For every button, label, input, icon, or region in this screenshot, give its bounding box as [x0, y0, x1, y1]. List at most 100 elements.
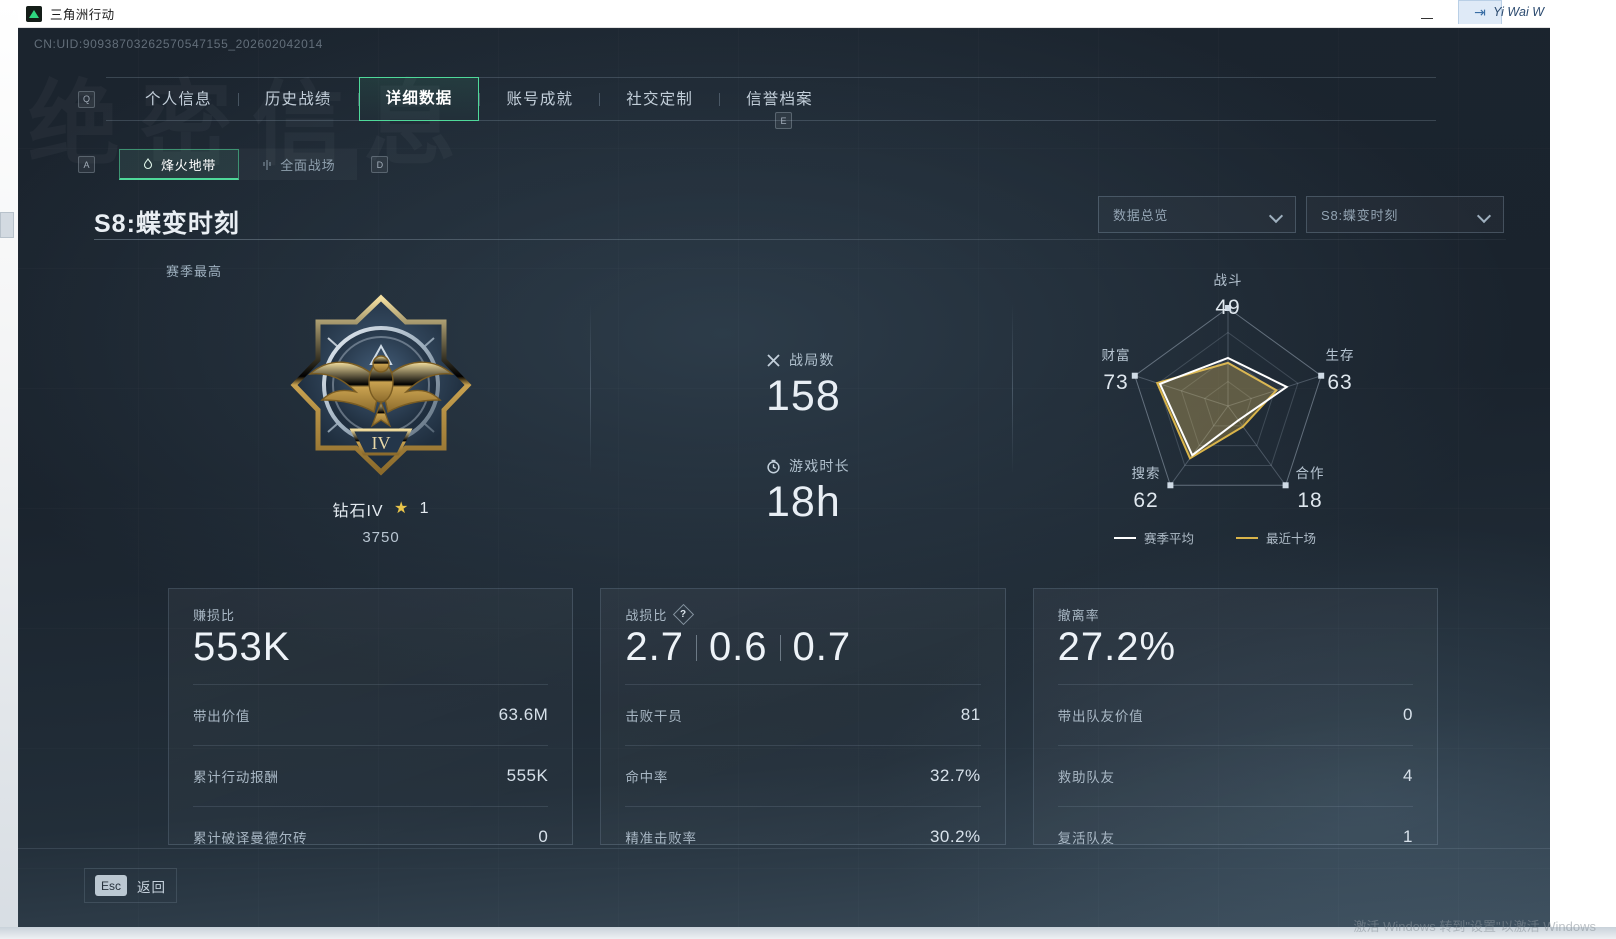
stat-row-value: 81 — [960, 705, 981, 724]
stat-card-value-part-1-0: 2.7 — [625, 625, 684, 669]
stat-card-label-0: 赚损比 — [193, 608, 236, 623]
stat-row: 累计行动报酬 555K — [193, 745, 549, 806]
desktop-left-stub — [0, 212, 14, 238]
stat-row: 带出队友价值 0 — [1057, 684, 1413, 745]
back-button[interactable]: Esc 返回 — [84, 868, 178, 903]
season-select[interactable]: S8:蝶变时刻 — [1306, 196, 1504, 233]
desktop-bottom-edge — [0, 927, 1616, 939]
stat-row: 击败干员 81 — [625, 684, 981, 745]
stat-card-value-1: 2.7 0.6 0.7 — [625, 625, 980, 670]
question-mark-icon[interactable]: ? — [673, 603, 695, 626]
metric-select[interactable]: 数据总览 — [1098, 196, 1296, 233]
summary-matches-label: 战局数 — [789, 352, 835, 368]
stat-card-rows-0: 带出价值 63.6M 累计行动报酬 555K 累计破译曼德尔砖 0 — [193, 684, 549, 867]
radar-axis-value-3: 62 — [1133, 488, 1159, 512]
stat-row-label: 命中率 — [625, 770, 669, 785]
summary-matches-head: 战局数 — [766, 350, 841, 370]
summary-hours-head: 游戏时长 — [766, 456, 850, 476]
season-select-value: S8:蝶变时刻 — [1321, 208, 1399, 223]
stat-card-value-2: 27.2% — [1058, 625, 1413, 670]
rank-score: 3750 — [362, 529, 400, 546]
summary-hours-value: 18h — [766, 478, 841, 526]
stat-row-value: 63.6M — [498, 705, 549, 724]
radar-axis-value-1: 63 — [1327, 370, 1353, 394]
subtab-label-1: 全面战场 — [280, 158, 336, 173]
esc-key-badge: Esc — [95, 875, 128, 896]
restore-tab-icon[interactable]: ⇥ — [1458, 0, 1502, 24]
stat-row: 累计破译曼德尔砖 0 — [193, 806, 549, 867]
radar-axis-label-1: 生存 — [1325, 348, 1355, 363]
summary-matches-value: 158 — [766, 372, 841, 420]
stat-row: 命中率 32.7% — [625, 745, 981, 806]
tab-5[interactable]: 信誉档案 — [746, 90, 813, 108]
page-title: S8:蝶变时刻 — [94, 210, 240, 238]
chevron-down-icon — [1268, 208, 1284, 224]
stat-row-value: 4 — [1403, 766, 1413, 785]
radar-axis-1: 生存 63 — [1300, 346, 1380, 399]
radar-axis-label-4: 财富 — [1101, 348, 1131, 363]
diamond-rank-eagle-badge-icon: IV — [290, 294, 472, 476]
metric-select-value: 数据总览 — [1113, 208, 1169, 223]
radar-chart-svg — [1131, 305, 1325, 489]
summary-hours-label: 游戏时长 — [789, 458, 850, 474]
primary-tab-list: 个人信息 历史战绩 详细数据 账号成就 社交定制 信誉档案 — [119, 77, 839, 121]
season-high-label: 赛季最高 — [166, 264, 223, 279]
stat-card-label-1: 战损比 — [625, 608, 668, 623]
radar-axis-value-2: 18 — [1297, 488, 1323, 512]
tab-separator — [357, 92, 359, 106]
radar-axis-label-3: 搜索 — [1131, 466, 1161, 481]
stat-row-value: 32.7% — [929, 766, 981, 785]
crossed-blades-icon — [263, 159, 271, 170]
stat-card-rows-1: 击败干员 81 命中率 32.7% 精准击败率 30.2% — [625, 684, 981, 867]
legend-label-0: 赛季平均 — [1144, 532, 1195, 546]
nav-key-hint-e: E — [775, 112, 792, 129]
stat-card-value-part-1-2: 0.7 — [792, 625, 852, 669]
legend-item-0: 赛季平均 — [1114, 528, 1194, 547]
stat-row-label: 击败干员 — [625, 709, 683, 724]
value-separator — [779, 634, 781, 661]
radar-axis-0: 战斗 49 — [1188, 271, 1268, 324]
subtab-1[interactable]: 全面战场 — [239, 149, 357, 180]
stat-card-rows-2: 带出队友价值 0 救助队友 4 复活队友 1 — [1057, 684, 1413, 867]
tab-separator — [237, 92, 239, 106]
radar-axis-2: 合作 18 — [1270, 464, 1350, 517]
stat-card-label-row-2: 撤离率 — [1058, 605, 1413, 624]
tab-4[interactable]: 社交定制 — [626, 90, 694, 108]
stat-row-value: 1 — [1403, 827, 1413, 846]
nav-key-hint-q: Q — [78, 90, 95, 108]
tab-2[interactable]: 详细数据 — [358, 77, 480, 121]
attribute-radar-chart: 战斗 49 生存 63 合作 18 搜索 62 财富 73 — [1078, 273, 1380, 551]
rank-block: IV 钻石IV ★ 1 3750 — [286, 290, 476, 546]
stat-row-label: 累计行动报酬 — [193, 770, 279, 785]
stat-card-value-0: 553K — [193, 625, 548, 670]
rank-star-count: 1 — [419, 500, 430, 517]
minimize-button[interactable] — [1404, 0, 1450, 28]
tab-separator — [719, 92, 721, 106]
stopwatch-icon — [767, 459, 780, 473]
subtab-0[interactable]: 烽火地带 — [119, 149, 240, 180]
rank-tier-row: 钻石IV ★ 1 — [286, 497, 476, 521]
stat-row-label: 累计破译曼德尔砖 — [193, 831, 308, 846]
stat-card-value-text-2: 27.2% — [1057, 625, 1177, 669]
tab-3[interactable]: 账号成就 — [506, 90, 574, 108]
back-label: 返回 — [137, 879, 167, 895]
tab-1[interactable]: 历史战绩 — [264, 90, 332, 108]
stat-row-label: 救助队友 — [1057, 770, 1115, 785]
stat-card-2: 撤离率 27.2% 带出队友价值 0 救助队友 4 复活队友 1 — [1032, 588, 1438, 846]
desktop-left-edge — [0, 0, 18, 939]
stat-card-label-row-1: 战损比? — [625, 603, 980, 626]
tab-0[interactable]: 个人信息 — [145, 90, 212, 108]
stat-row-value: 555K — [506, 766, 549, 785]
radar-axis-3: 搜索 62 — [1106, 464, 1186, 517]
radar-axis-value-4: 73 — [1103, 370, 1129, 394]
stat-card-label-2: 撤离率 — [1057, 608, 1100, 623]
svg-text:IV: IV — [372, 433, 391, 453]
windows-activation-watermark: 激活 Windows 转到"设置"以激活 Windows — [1353, 919, 1596, 934]
footer-divider — [18, 848, 1550, 849]
rank-tier-label: 钻石IV — [332, 503, 384, 520]
stat-card-list: 赚损比 553K 带出价值 63.6M 累计行动报酬 555K 累计破译曼德尔砖 0 战损比? 2… — [168, 588, 1438, 846]
primary-nav: Q 个人信息 历史战绩 详细数据 账号成就 社交定制 信誉档案 — [78, 77, 1488, 121]
stat-row: 复活队友 1 — [1057, 806, 1413, 867]
star-icon: ★ — [393, 500, 410, 517]
title-divider — [94, 239, 1506, 240]
